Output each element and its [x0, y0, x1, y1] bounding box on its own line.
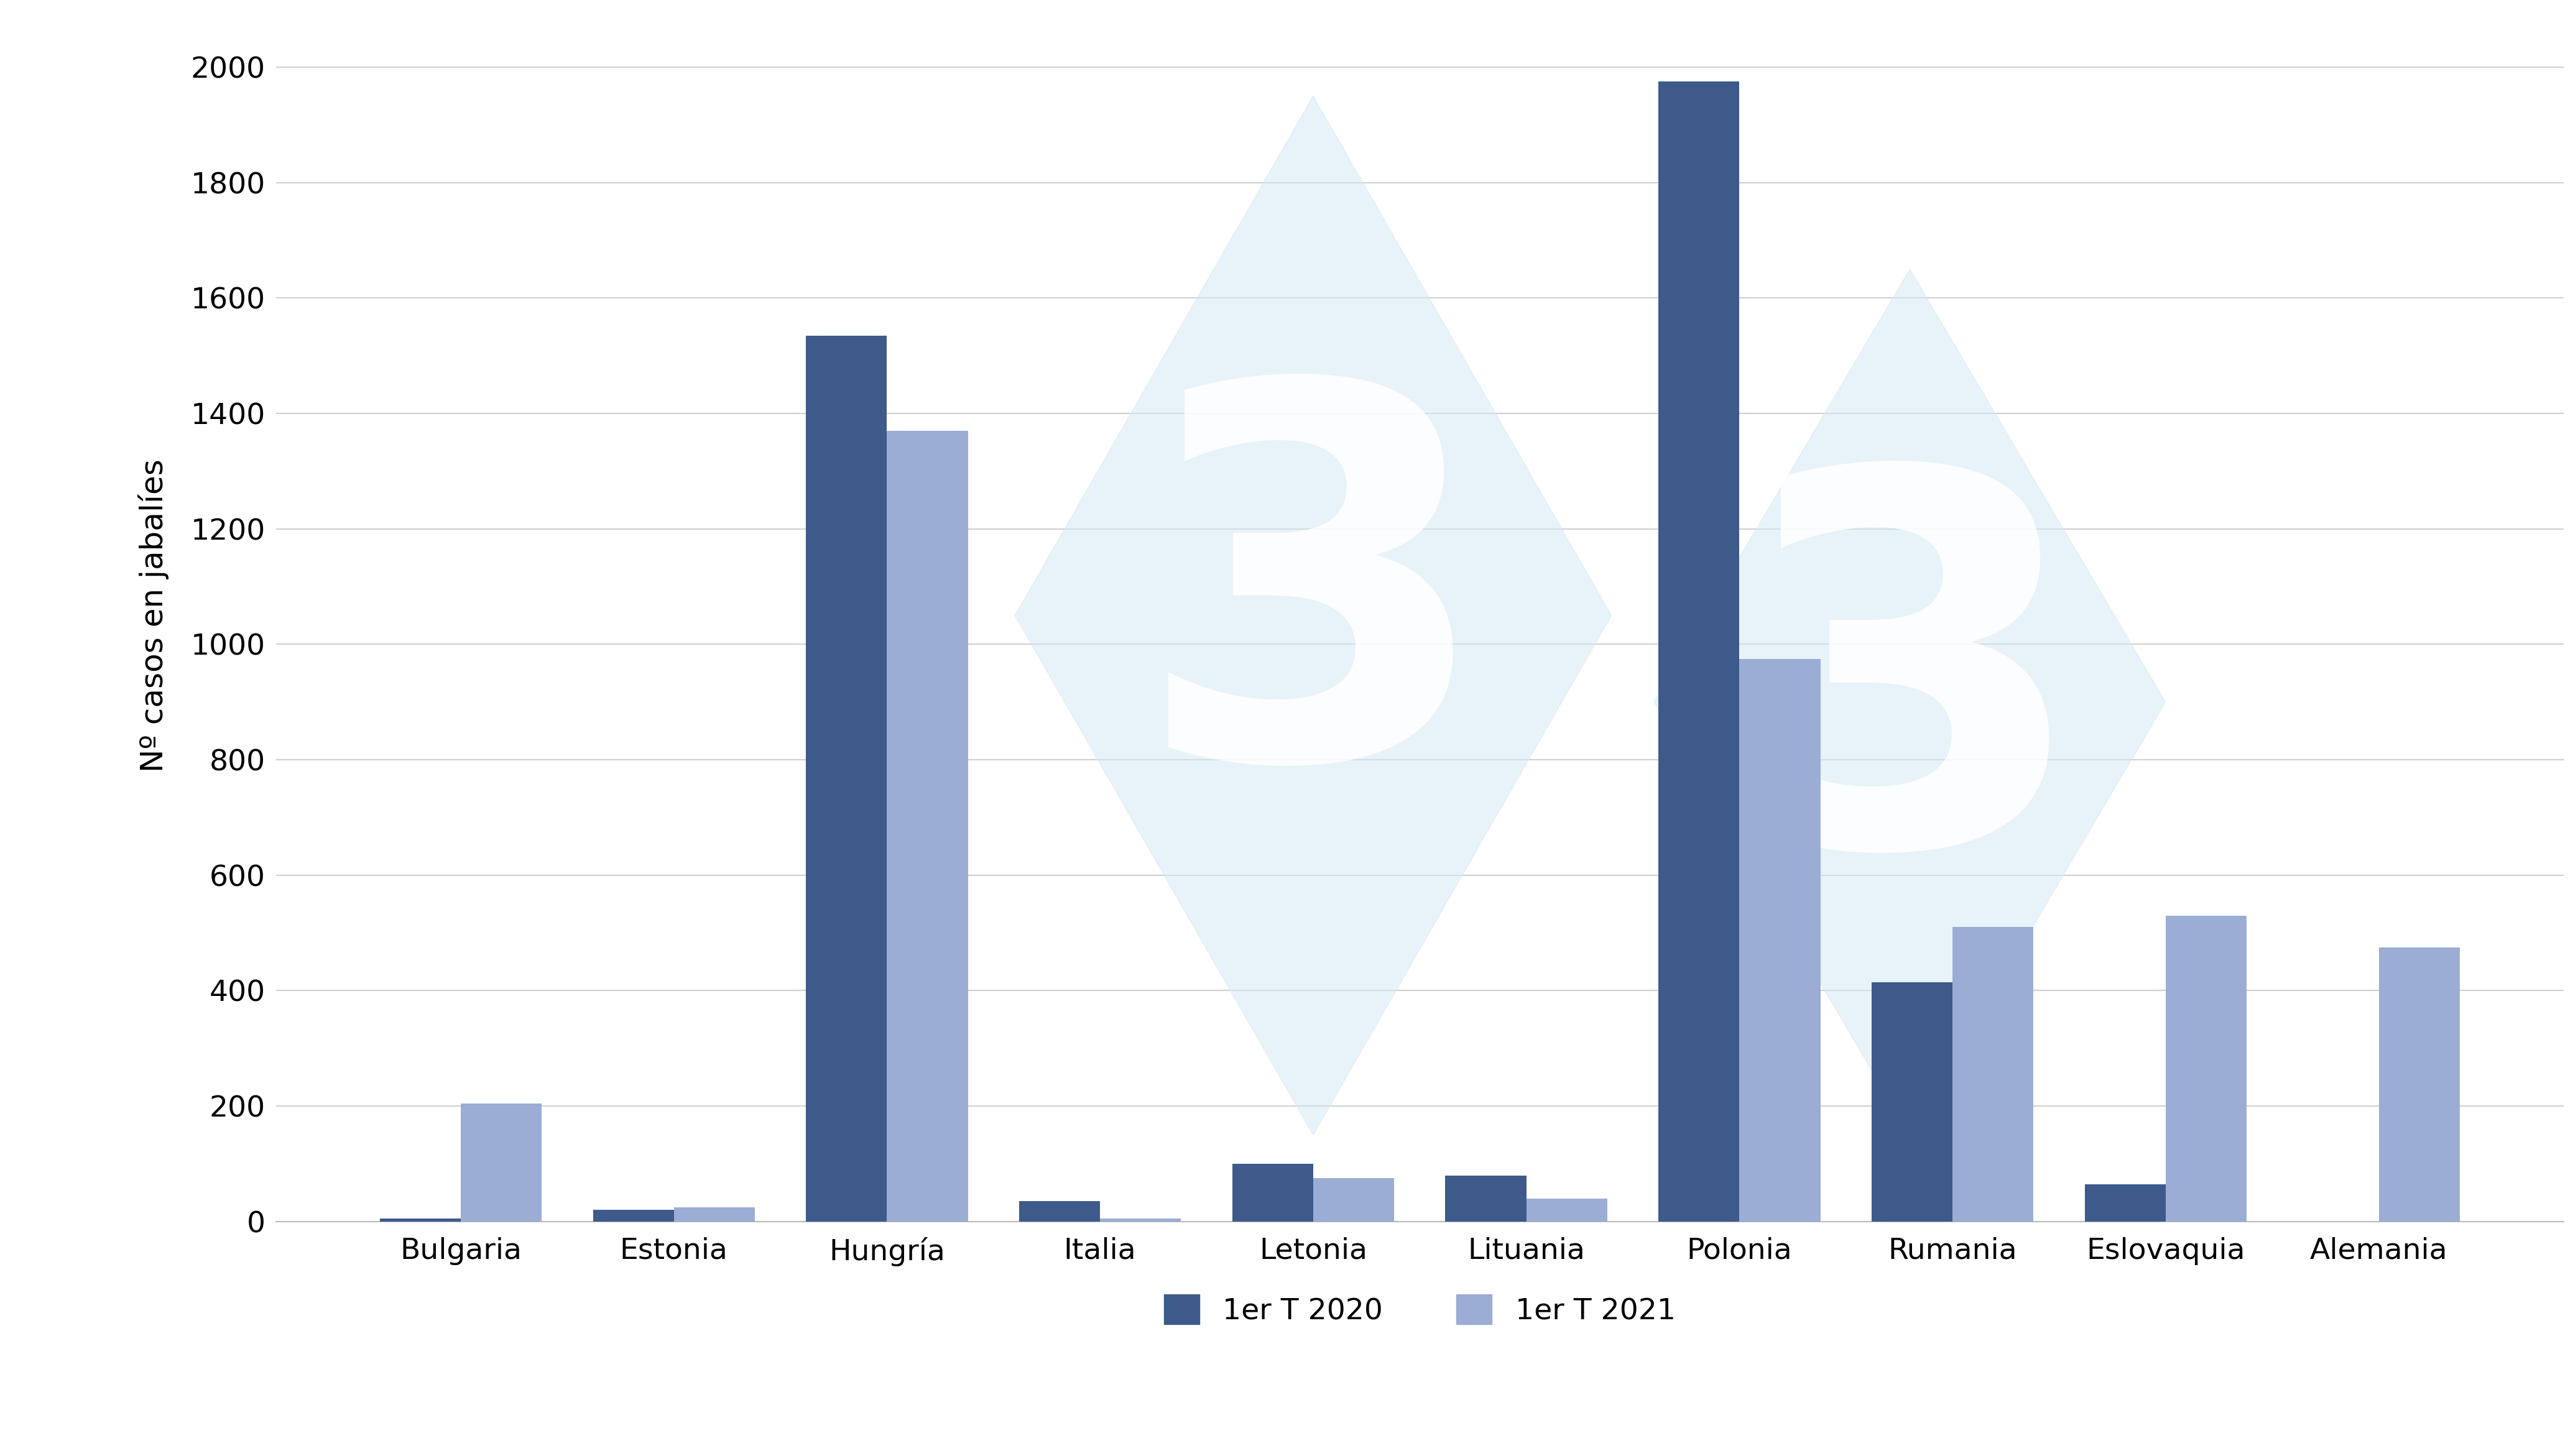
Bar	[674, 1207, 754, 1222]
Bar	[1446, 1175, 1526, 1222]
Text: 3: 3	[1729, 451, 2089, 952]
Bar	[888, 431, 967, 1222]
Bar	[381, 1219, 461, 1222]
Bar	[2084, 1184, 2166, 1222]
Bar	[1232, 1163, 1312, 1222]
Polygon shape	[1014, 96, 1611, 1136]
Bar	[1739, 658, 1819, 1222]
Bar	[1953, 927, 2033, 1222]
Bar	[1101, 1219, 1181, 1222]
Bar	[2166, 916, 2246, 1222]
Bar	[461, 1104, 543, 1222]
Bar	[1660, 82, 1739, 1222]
Bar	[805, 335, 888, 1222]
Polygon shape	[1654, 269, 2166, 1136]
Bar	[1526, 1198, 1608, 1222]
Bar	[1871, 981, 1953, 1222]
Legend: 1er T 2020, 1er T 2021: 1er T 2020, 1er T 2021	[1150, 1280, 1690, 1340]
Bar	[592, 1210, 674, 1222]
Bar	[1019, 1201, 1101, 1222]
Text: 3: 3	[1132, 364, 1492, 866]
Bar	[2377, 948, 2460, 1222]
Bar	[1312, 1178, 1395, 1222]
Y-axis label: Nº casos en jabalíes: Nº casos en jabalíes	[139, 459, 170, 772]
